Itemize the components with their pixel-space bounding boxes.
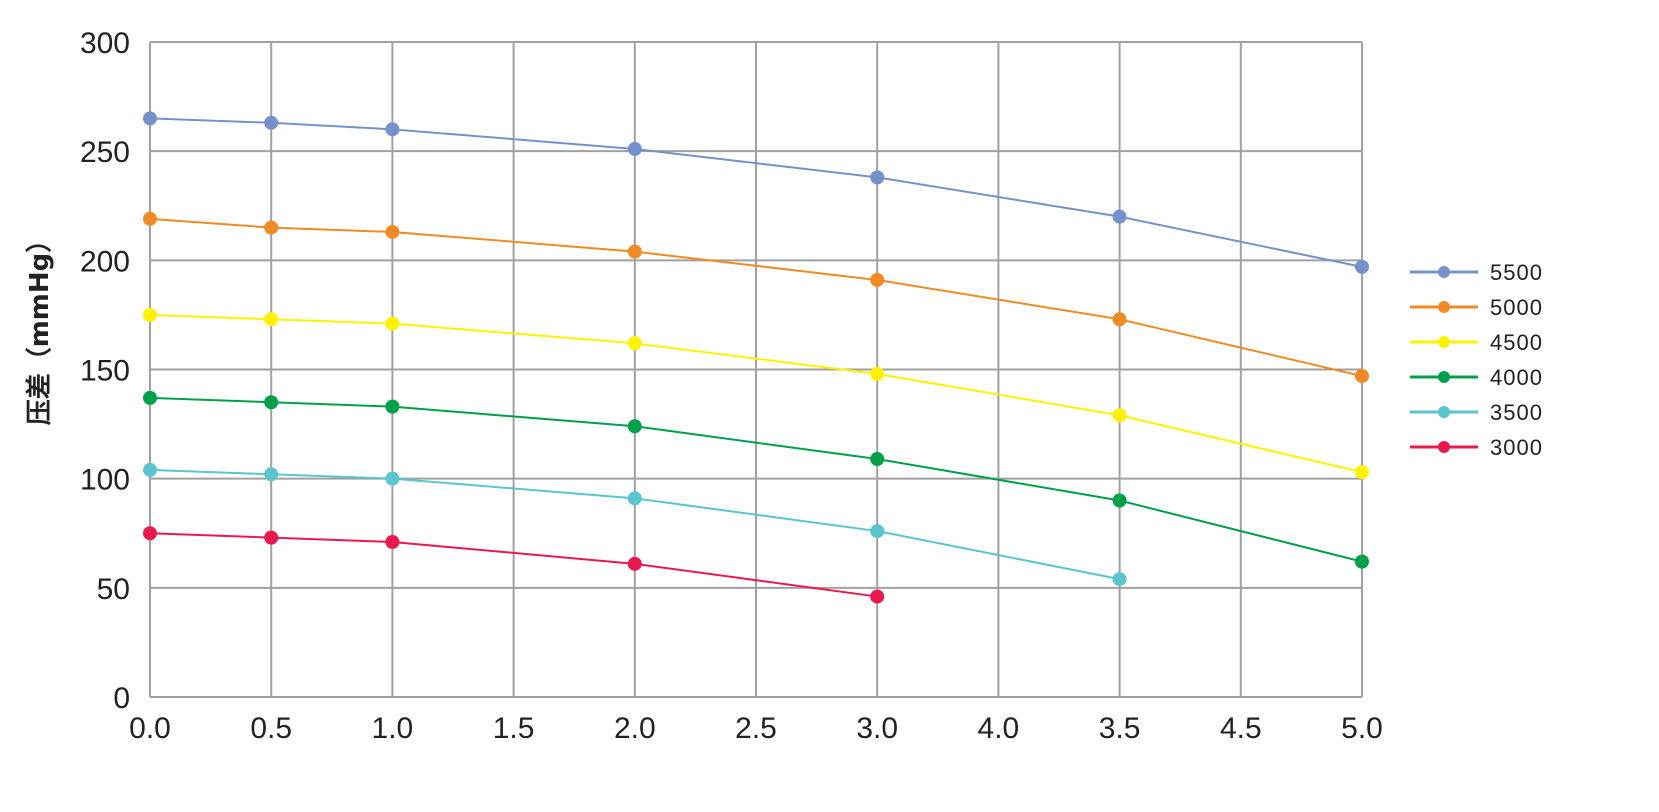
legend-marker xyxy=(1438,336,1450,348)
legend-label: 4000 xyxy=(1490,365,1543,390)
data-point xyxy=(264,467,279,482)
data-point xyxy=(143,111,157,126)
data-point xyxy=(264,115,279,130)
data-point xyxy=(385,316,400,331)
legend-marker xyxy=(1438,371,1450,383)
data-point xyxy=(627,336,642,351)
data-point xyxy=(870,272,885,287)
data-point xyxy=(627,244,642,259)
y-tick-label: 250 xyxy=(80,136,130,169)
data-point xyxy=(264,312,279,327)
series-3000 xyxy=(143,526,885,604)
legend-item: 3000 xyxy=(1410,435,1543,460)
legend-item: 4500 xyxy=(1410,330,1543,355)
legend-label: 4500 xyxy=(1490,330,1543,355)
x-tick-label: 2.5 xyxy=(735,712,777,745)
x-tick-label: 4.5 xyxy=(1220,712,1262,745)
data-point xyxy=(627,141,642,156)
data-point xyxy=(385,122,400,137)
x-tick-label: 3.5 xyxy=(1099,712,1141,745)
data-point xyxy=(385,224,400,239)
series-4500 xyxy=(143,307,1369,480)
legend-label: 5500 xyxy=(1490,260,1543,285)
data-point xyxy=(627,419,642,434)
x-tick-label: 0.0 xyxy=(129,712,171,745)
data-point xyxy=(627,491,642,506)
data-point xyxy=(1112,408,1127,423)
x-tick-label: 1.0 xyxy=(372,712,414,745)
data-point xyxy=(1355,465,1369,480)
legend-marker xyxy=(1438,441,1450,453)
x-tick-label: 5.0 xyxy=(1341,712,1383,745)
legend-item: 4000 xyxy=(1410,365,1543,390)
legend: 5500 5000 4500 4000 3500 3000 xyxy=(1410,260,1543,460)
legend-label: 3500 xyxy=(1490,400,1543,425)
axis-labels: 0 50 100 150 200 250 300 0.0 0.5 1.0 1.5 2.0 2.5 3.0 4… xyxy=(80,27,1383,745)
legend-label: 3000 xyxy=(1490,435,1543,460)
data-point xyxy=(1112,572,1127,587)
data-point xyxy=(385,471,400,486)
data-point xyxy=(1112,209,1127,224)
series-4000 xyxy=(143,390,1369,569)
data-point xyxy=(870,170,885,185)
data-point xyxy=(1355,259,1369,274)
series-5500 xyxy=(143,111,1369,274)
x-tick-label: 4.0 xyxy=(978,712,1020,745)
legend-marker xyxy=(1438,406,1450,418)
x-tick-label: 1.5 xyxy=(493,712,535,745)
data-point xyxy=(143,526,157,541)
legend-item: 5000 xyxy=(1410,295,1543,320)
x-tick-label: 0.5 xyxy=(250,712,292,745)
data-point xyxy=(627,556,642,571)
y-tick-label: 50 xyxy=(97,573,130,606)
series-layer xyxy=(143,111,1369,604)
data-point xyxy=(385,399,400,414)
data-point xyxy=(143,390,157,405)
data-point xyxy=(870,589,885,604)
legend-item: 3500 xyxy=(1410,400,1543,425)
legend-marker xyxy=(1438,266,1450,278)
y-axis-label: 压差（mmHg） xyxy=(24,227,55,426)
data-point xyxy=(1112,493,1127,508)
data-point xyxy=(1355,554,1369,569)
data-point xyxy=(264,220,279,235)
data-point xyxy=(870,452,885,467)
data-point xyxy=(385,534,400,549)
x-tick-label: 3.0 xyxy=(856,712,898,745)
data-point xyxy=(143,462,157,477)
grid-layer xyxy=(149,41,1363,698)
data-point xyxy=(264,530,279,545)
series-line xyxy=(149,468,1120,581)
data-point xyxy=(264,395,279,410)
y-tick-label: 0 xyxy=(113,682,130,715)
y-tick-label: 300 xyxy=(80,27,130,60)
data-point xyxy=(143,211,157,226)
x-tick-label: 2.0 xyxy=(614,712,656,745)
y-tick-label: 200 xyxy=(80,245,130,278)
data-point xyxy=(143,307,157,322)
series-5000 xyxy=(143,211,1369,384)
y-tick-label: 150 xyxy=(80,355,130,388)
legend-marker xyxy=(1438,301,1450,313)
legend-item: 5500 xyxy=(1410,260,1543,285)
data-point xyxy=(1112,312,1127,327)
data-point xyxy=(870,524,885,539)
y-tick-label: 100 xyxy=(80,464,130,497)
legend-label: 5000 xyxy=(1490,295,1543,320)
data-point xyxy=(1355,369,1369,384)
data-point xyxy=(870,366,885,381)
series-3500 xyxy=(143,462,1127,587)
